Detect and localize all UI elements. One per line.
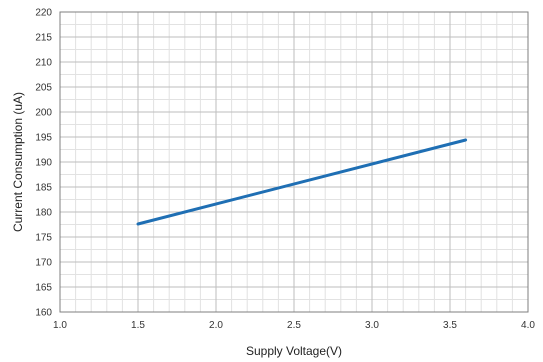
x-tick-label: 1.5 [131,320,145,331]
series-line [138,140,466,224]
y-tick-label: 205 [35,83,52,94]
major-grid [60,12,528,312]
x-tick-label: 2.5 [287,320,301,331]
y-tick-label: 170 [35,258,52,269]
y-tick-label: 220 [35,8,52,19]
x-axis-title: Supply Voltage(V) [246,344,342,358]
y-tick-label: 210 [35,58,52,69]
y-tick-label: 165 [35,283,52,294]
y-tick-label: 160 [35,308,52,319]
y-tick-label: 180 [35,208,52,219]
y-tick-label: 215 [35,33,52,44]
x-tick-label: 4.0 [521,320,535,331]
y-tick-label: 195 [35,133,52,144]
x-tick-labels: 1.0 1.5 2.0 2.5 3.0 3.5 4.0 [53,320,535,331]
y-tick-labels: 160 165 170 175 180 185 190 195 200 205 210 215 220 [35,8,52,319]
y-tick-label: 190 [35,158,52,169]
y-tick-label: 200 [35,108,52,119]
series-layer [138,140,466,224]
x-tick-label: 2.0 [209,320,223,331]
y-axis-title: Current Consumption (uA) [11,92,25,232]
x-tick-label: 3.0 [365,320,379,331]
x-tick-label: 3.5 [443,320,457,331]
y-tick-label: 175 [35,233,52,244]
y-tick-label: 185 [35,183,52,194]
x-tick-label: 1.0 [53,320,67,331]
